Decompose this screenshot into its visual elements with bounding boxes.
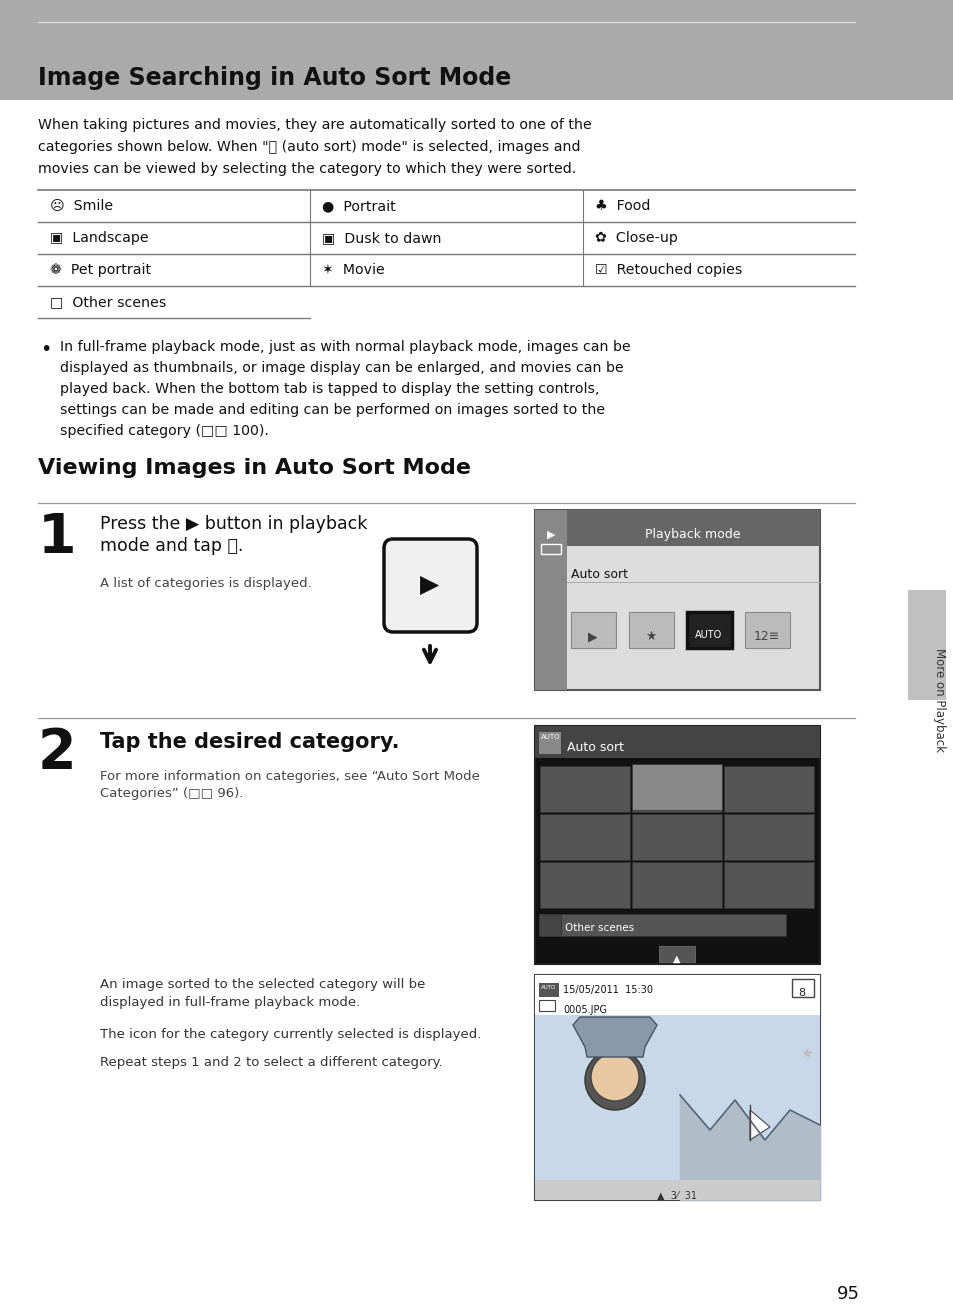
Bar xyxy=(631,813,721,859)
Text: ●  Portrait: ● Portrait xyxy=(322,198,395,213)
Bar xyxy=(535,1180,820,1200)
Bar xyxy=(791,979,813,997)
Bar xyxy=(539,813,629,859)
Text: ▶: ▶ xyxy=(420,573,439,597)
Bar xyxy=(723,813,813,859)
Bar xyxy=(538,915,785,936)
Polygon shape xyxy=(749,1110,769,1141)
Text: When taking pictures and movies, they are automatically sorted to one of the: When taking pictures and movies, they ar… xyxy=(38,118,591,131)
Text: A list of categories is displayed.: A list of categories is displayed. xyxy=(100,577,312,590)
Circle shape xyxy=(584,1050,644,1110)
Text: 0005.JPG: 0005.JPG xyxy=(562,1005,606,1014)
Text: Repeat steps 1 and 2 to select a different category.: Repeat steps 1 and 2 to select a differe… xyxy=(100,1056,442,1070)
Text: AUTO: AUTO xyxy=(695,629,721,640)
Bar xyxy=(535,727,820,758)
Text: ☹  Smile: ☹ Smile xyxy=(50,198,113,213)
Bar xyxy=(535,510,566,690)
Text: ▣  Dusk to dawn: ▣ Dusk to dawn xyxy=(322,231,441,244)
Text: More on Playback: More on Playback xyxy=(933,648,945,752)
Bar xyxy=(535,975,820,1014)
Text: □  Other scenes: □ Other scenes xyxy=(50,296,166,309)
Text: played back. When the bottom tab is tapped to display the setting controls,: played back. When the bottom tab is tapp… xyxy=(60,382,598,396)
Text: Image Searching in Auto Sort Mode: Image Searching in Auto Sort Mode xyxy=(38,66,511,89)
Text: Auto sort: Auto sort xyxy=(571,568,627,581)
Text: ▣  Landscape: ▣ Landscape xyxy=(50,231,149,244)
Bar xyxy=(723,766,813,812)
Text: movies can be viewed by selecting the category to which they were sorted.: movies can be viewed by selecting the ca… xyxy=(38,162,576,176)
Text: categories shown below. When "Ⓐ (auto sort) mode" is selected, images and: categories shown below. When "Ⓐ (auto so… xyxy=(38,141,579,154)
Bar xyxy=(686,612,731,648)
Text: ★: ★ xyxy=(644,629,656,643)
Text: In full-frame playback mode, just as with normal playback mode, images can be: In full-frame playback mode, just as wit… xyxy=(60,340,630,353)
Text: •: • xyxy=(40,340,51,359)
Text: ▶: ▶ xyxy=(546,530,555,540)
Bar xyxy=(535,727,820,964)
Text: Tap the desired category.: Tap the desired category. xyxy=(100,732,399,752)
Text: Press the ▶ button in playback: Press the ▶ button in playback xyxy=(100,515,367,533)
Text: specified category (□□ 100).: specified category (□□ 100). xyxy=(60,424,269,438)
Text: 15/05/2011  15:30: 15/05/2011 15:30 xyxy=(562,986,652,995)
Text: 8: 8 xyxy=(798,988,804,999)
Text: mode and tap Ⓐ.: mode and tap Ⓐ. xyxy=(100,537,243,555)
Text: displayed in full-frame playback mode.: displayed in full-frame playback mode. xyxy=(100,996,360,1009)
Text: For more information on categories, see “Auto Sort Mode: For more information on categories, see … xyxy=(100,770,479,783)
Bar xyxy=(539,862,629,908)
FancyBboxPatch shape xyxy=(384,539,476,632)
Bar xyxy=(723,862,813,908)
Text: Auto sort: Auto sort xyxy=(566,741,623,754)
Text: The icon for the category currently selected is displayed.: The icon for the category currently sele… xyxy=(100,1028,481,1041)
Text: Categories” (□□ 96).: Categories” (□□ 96). xyxy=(100,787,243,800)
Text: ☑  Retouched copies: ☑ Retouched copies xyxy=(594,263,741,277)
Text: ▶: ▶ xyxy=(588,629,598,643)
Bar xyxy=(540,544,560,555)
Text: 1: 1 xyxy=(38,511,76,565)
Text: ★: ★ xyxy=(799,1047,811,1060)
Bar xyxy=(535,975,820,1200)
Text: settings can be made and editing can be performed on images sorted to the: settings can be made and editing can be … xyxy=(60,403,604,417)
Bar xyxy=(907,590,945,700)
Text: AUTO: AUTO xyxy=(540,735,560,740)
Bar xyxy=(535,1014,820,1200)
Text: displayed as thumbnails, or image display can be enlarged, and movies can be: displayed as thumbnails, or image displa… xyxy=(60,361,623,374)
Text: ♣  Food: ♣ Food xyxy=(594,198,649,213)
Bar xyxy=(538,1000,555,1010)
Text: ✶  Movie: ✶ Movie xyxy=(322,263,385,277)
Text: AUTO: AUTO xyxy=(540,986,556,989)
Bar xyxy=(631,766,721,812)
Bar xyxy=(628,612,673,648)
Bar xyxy=(566,510,820,547)
Text: Other scenes: Other scenes xyxy=(564,922,634,933)
Bar xyxy=(538,983,558,997)
Polygon shape xyxy=(573,1017,657,1056)
Circle shape xyxy=(590,1053,639,1101)
Bar xyxy=(659,946,695,962)
Bar xyxy=(631,763,721,809)
Bar xyxy=(571,612,616,648)
Bar xyxy=(535,510,820,690)
Text: Viewing Images in Auto Sort Mode: Viewing Images in Auto Sort Mode xyxy=(38,459,471,478)
Text: ❁  Pet portrait: ❁ Pet portrait xyxy=(50,263,151,277)
Bar xyxy=(539,766,629,812)
Text: 12≡: 12≡ xyxy=(753,629,780,643)
Bar xyxy=(538,732,560,754)
Bar xyxy=(0,0,953,100)
Text: An image sorted to the selected category will be: An image sorted to the selected category… xyxy=(100,978,425,991)
Bar xyxy=(631,862,721,908)
Text: ✿  Close-up: ✿ Close-up xyxy=(594,231,677,244)
Text: ▲: ▲ xyxy=(673,954,680,964)
Text: ▲  3⁄  31: ▲ 3⁄ 31 xyxy=(657,1190,697,1201)
Text: 95: 95 xyxy=(836,1285,859,1303)
Text: 2: 2 xyxy=(38,727,76,781)
Text: Playback mode: Playback mode xyxy=(644,528,740,541)
Bar xyxy=(538,915,560,936)
Bar xyxy=(744,612,789,648)
